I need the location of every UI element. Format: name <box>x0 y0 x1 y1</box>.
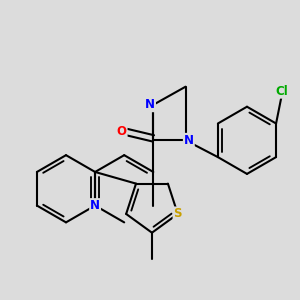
Text: Cl: Cl <box>275 85 288 98</box>
Text: O: O <box>117 125 127 138</box>
Text: N: N <box>90 199 100 212</box>
Text: S: S <box>173 208 182 220</box>
Text: N: N <box>184 134 194 147</box>
Text: N: N <box>145 98 155 111</box>
